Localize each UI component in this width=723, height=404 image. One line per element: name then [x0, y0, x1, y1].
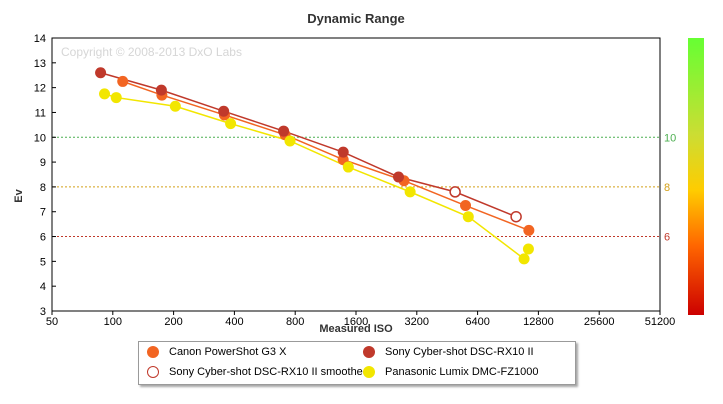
series-line-sony-cyber-shot-dsc-rx10-ii-smoothed: [100, 72, 517, 218]
x-tick-label: 12800: [523, 316, 554, 328]
y-tick-label: 11: [35, 107, 46, 119]
y-tick-label: 6: [40, 232, 46, 244]
y-tick-label: 8: [40, 182, 46, 194]
legend-marker-sony: [363, 346, 375, 358]
y-tick-label: 10: [34, 132, 46, 144]
x-tick-label: 25600: [584, 316, 615, 328]
data-point-panasonic-lumix-dmc-fz1000: [518, 253, 530, 265]
data-point-sony-cyber-shot-dsc-rx10-ii: [218, 105, 230, 117]
x-tick-label: 51200: [645, 316, 676, 328]
data-point-panasonic-lumix-dmc-fz1000: [462, 211, 474, 223]
legend-item-sony: Sony Cyber-shot DSC-RX10 II: [363, 346, 534, 358]
chart-title: Dynamic Range: [307, 11, 405, 26]
legend-item-panasonic: Panasonic Lumix DMC-FZ1000: [363, 366, 538, 378]
x-tick-label: 400: [225, 316, 243, 328]
data-point-panasonic-lumix-dmc-fz1000: [522, 243, 534, 255]
legend-marker-canon: [147, 346, 159, 358]
x-axis-label: Measured ISO: [319, 323, 393, 335]
data-point-canon-powershot-g3-x: [523, 224, 535, 236]
data-point-panasonic-lumix-dmc-fz1000: [99, 88, 111, 100]
legend-label-canon: Canon PowerShot G3 X: [169, 346, 287, 358]
dynamic-range-scale-bar: [688, 38, 704, 315]
scale-label-6: 6: [664, 232, 670, 244]
data-point-sony-cyber-shot-dsc-rx10-ii: [393, 171, 405, 183]
x-tick-label: 800: [286, 316, 304, 328]
data-point-panasonic-lumix-dmc-fz1000: [225, 118, 237, 130]
y-tick-label: 4: [40, 281, 46, 293]
series-line-canon-powershot-g3-x: [122, 80, 530, 232]
legend-item-canon: Canon PowerShot G3 X: [147, 346, 286, 358]
legend-marker-panasonic: [363, 366, 375, 378]
data-point-panasonic-lumix-dmc-fz1000: [342, 161, 354, 173]
data-point-canon-powershot-g3-x: [117, 75, 129, 87]
series-markers: [95, 67, 535, 265]
data-point-sony-cyber-shot-dsc-rx10-ii-smoothed: [449, 186, 461, 198]
legend-label-sony-smoothed: Sony Cyber-shot DSC-RX10 II smoothed: [169, 366, 369, 378]
legend-item-sony-smoothed: Sony Cyber-shot DSC-RX10 II smoothed: [147, 366, 369, 378]
copyright-watermark: Copyright © 2008-2013 DxO Labs: [61, 45, 242, 59]
x-tick-label: 50: [46, 316, 58, 328]
plot-area: [51, 37, 661, 312]
x-tick-label: 200: [164, 316, 182, 328]
legend-marker-sony-smoothed: [147, 366, 159, 378]
scale-label-8: 8: [664, 182, 670, 194]
series-line-panasonic-lumix-dmc-fz1000: [104, 93, 530, 261]
x-tick-label: 6400: [465, 316, 489, 328]
data-point-sony-cyber-shot-dsc-rx10-ii: [155, 84, 167, 96]
x-tick-label: 1600: [344, 316, 368, 328]
data-point-panasonic-lumix-dmc-fz1000: [284, 135, 296, 147]
x-tick-label: 3200: [405, 316, 429, 328]
data-point-panasonic-lumix-dmc-fz1000: [110, 92, 122, 104]
y-tick-label: 9: [40, 157, 46, 169]
y-tick-label: 14: [34, 33, 46, 45]
data-point-sony-cyber-shot-dsc-rx10-ii-smoothed: [510, 210, 522, 223]
y-tick-label: 5: [40, 256, 46, 268]
series-lines: [100, 72, 530, 261]
data-point-sony-cyber-shot-dsc-rx10-ii: [278, 125, 290, 137]
data-point-sony-cyber-shot-dsc-rx10-ii: [337, 146, 349, 158]
data-point-panasonic-lumix-dmc-fz1000: [404, 186, 416, 198]
y-tick-label: 12: [34, 83, 46, 95]
data-point-canon-powershot-g3-x: [460, 200, 472, 212]
y-tick-label: 13: [34, 58, 46, 70]
y-axis-label: Ev: [13, 188, 25, 202]
legend-label-sony: Sony Cyber-shot DSC-RX10 II: [385, 346, 534, 358]
y-tick-label: 7: [40, 207, 46, 219]
y-tick-label: 3: [40, 306, 46, 318]
x-tick-label: 100: [104, 316, 122, 328]
data-point-panasonic-lumix-dmc-fz1000: [169, 100, 181, 112]
chart-legend: Canon PowerShot G3 X Sony Cyber-shot DSC…: [138, 341, 576, 385]
legend-label-panasonic: Panasonic Lumix DMC-FZ1000: [385, 366, 539, 378]
scale-label-10: 10: [664, 132, 676, 144]
data-point-sony-cyber-shot-dsc-rx10-ii: [95, 67, 107, 79]
